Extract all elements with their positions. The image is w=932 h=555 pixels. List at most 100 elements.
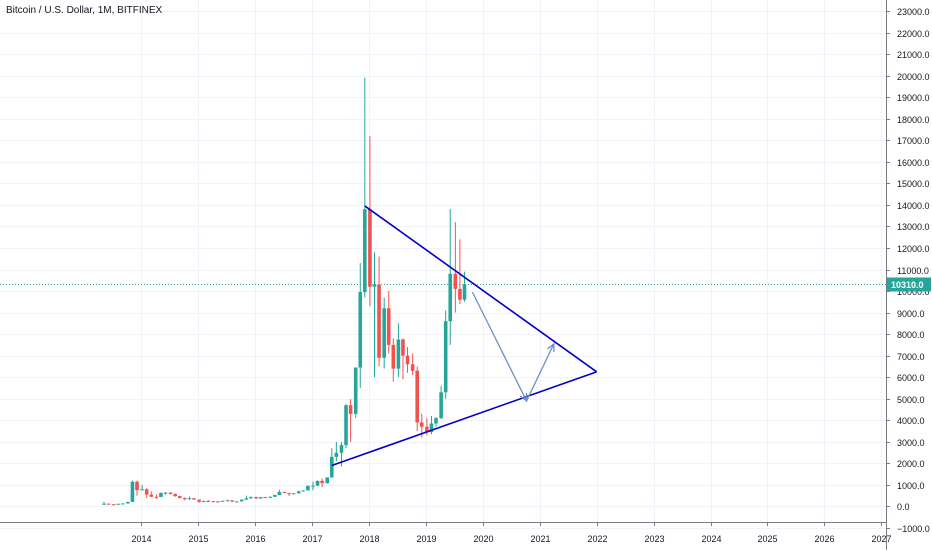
y-tick-label: −1000.0 — [897, 524, 930, 534]
candle-body — [443, 321, 448, 393]
candle-body — [106, 503, 111, 505]
y-tick-label: 13000.0 — [897, 222, 930, 232]
candle-body — [329, 456, 334, 478]
candle-down — [263, 496, 267, 499]
candle-body — [291, 493, 296, 495]
candle-body — [263, 497, 267, 499]
y-tick-label: 18000.0 — [897, 115, 930, 125]
candle-body — [377, 284, 381, 358]
candle-body — [197, 499, 201, 502]
candle-up — [291, 493, 296, 495]
candle-up — [296, 490, 301, 494]
candle-down — [177, 495, 182, 499]
candle-up — [306, 485, 310, 491]
candle-body — [187, 498, 192, 500]
candle-body — [439, 392, 443, 419]
candle-body — [462, 284, 467, 300]
x-tick-label: 2015 — [188, 534, 208, 544]
candle-up — [126, 501, 130, 504]
candle-body — [234, 501, 239, 503]
candle-up — [434, 417, 438, 427]
candle-down — [192, 498, 196, 500]
x-tick-label: 2019 — [416, 534, 436, 544]
x-tick-label: 2020 — [473, 534, 493, 544]
y-tick-label: 20000.0 — [897, 72, 930, 82]
candle-body — [415, 370, 420, 423]
candle-down — [183, 497, 187, 501]
candle-down — [405, 347, 410, 373]
x-tick-label: 2014 — [131, 534, 151, 544]
candle-body — [154, 496, 159, 498]
candle-body — [277, 491, 282, 496]
candle-up — [140, 484, 144, 491]
y-tick-label: 12000.0 — [897, 244, 930, 254]
x-tick-label: 2023 — [644, 534, 664, 544]
candle-up — [273, 494, 277, 497]
y-tick-label: 10000.0 — [897, 287, 930, 297]
y-tick-label: 3000.0 — [897, 438, 925, 448]
candle-up — [120, 503, 125, 505]
candle-body — [301, 490, 306, 492]
candle-body — [258, 497, 263, 499]
candle-body — [368, 209, 372, 287]
y-tick-label: 19000.0 — [897, 93, 930, 103]
y-tick-label: 21000.0 — [897, 50, 930, 60]
candle-body — [116, 503, 121, 505]
y-tick-label: 6000.0 — [897, 373, 925, 383]
x-tick-label: 2018 — [359, 534, 379, 544]
x-tick-label: 2026 — [814, 534, 834, 544]
candle-body — [353, 367, 358, 414]
candle-body — [220, 500, 225, 502]
candle-up — [382, 297, 386, 369]
candle-body — [434, 418, 438, 424]
candle-body — [334, 452, 339, 457]
candle-up — [159, 492, 163, 498]
candle-body — [173, 493, 177, 497]
candle-body — [425, 426, 429, 433]
candle-down — [168, 492, 173, 495]
y-tick-label: 11000.0 — [897, 266, 929, 276]
candle-down — [230, 500, 234, 503]
candle-body — [130, 481, 135, 502]
y-tick-label: 4000.0 — [897, 416, 925, 426]
candle-body — [249, 497, 253, 499]
x-tick-label: 2016 — [245, 534, 265, 544]
candle-down — [254, 496, 258, 499]
candle-down — [111, 504, 116, 506]
y-tick-label: 17000.0 — [897, 136, 930, 146]
candle-body — [225, 500, 230, 502]
candle-up — [363, 77, 367, 298]
candle-body — [382, 308, 386, 358]
candle-body — [372, 284, 377, 287]
candle-layer — [102, 77, 467, 506]
candle-body — [268, 496, 273, 498]
candle-up — [439, 385, 443, 420]
candle-up — [249, 496, 253, 499]
candle-body — [320, 480, 324, 484]
candle-body — [453, 273, 458, 289]
y-tick-label: 9000.0 — [897, 309, 925, 319]
candle-body — [192, 498, 196, 500]
y-tick-label: 16000.0 — [897, 158, 930, 168]
candle-up — [268, 496, 273, 498]
candle-body — [211, 501, 216, 503]
candle-body — [339, 445, 344, 453]
candle-down — [211, 500, 216, 503]
descending-resistance-line — [364, 205, 598, 373]
candle-body — [287, 493, 291, 495]
candle-body — [144, 489, 149, 495]
candle-down — [149, 491, 154, 497]
candle-body — [273, 495, 277, 497]
candle-body — [254, 497, 258, 499]
candle-body — [396, 339, 401, 369]
candle-body — [240, 499, 244, 502]
candle-body — [183, 498, 187, 500]
x-tick-label: 2027 — [871, 534, 891, 544]
candle-body — [401, 339, 405, 356]
candle-down — [458, 239, 462, 304]
candle-up — [258, 496, 263, 499]
candle-down — [197, 499, 201, 503]
